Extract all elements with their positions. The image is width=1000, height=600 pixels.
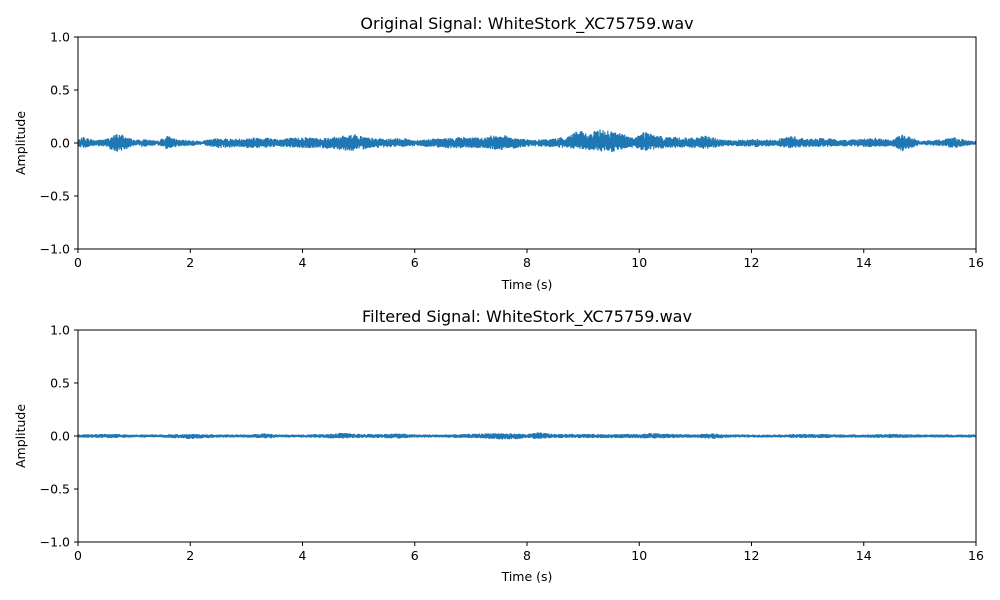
- y-tick-label: −1.0: [40, 242, 70, 257]
- y-tick-label: 0.5: [50, 376, 70, 391]
- y-tick-label: −0.5: [40, 189, 70, 204]
- y-tick-label: −1.0: [40, 535, 70, 550]
- y-tick-label: 0.0: [50, 136, 70, 151]
- x-tick-label: 4: [299, 548, 307, 563]
- y-axis: −1.0 −0.5 0.0 0.5 1.0: [40, 323, 78, 550]
- x-tick-label: 12: [744, 255, 760, 270]
- waveform-line: [77, 129, 977, 152]
- x-tick-label: 2: [186, 255, 194, 270]
- x-axis: 0 2 4 6 8 10 12 14 16: [74, 542, 984, 563]
- x-tick-label: 6: [411, 255, 419, 270]
- x-axis-label: Time (s): [501, 277, 553, 292]
- waveform-series: [77, 432, 977, 440]
- chart-title: Original Signal: WhiteStork_XC75759.wav: [360, 14, 693, 34]
- original-signal-chart: Original Signal: WhiteStork_XC75759.wav …: [13, 14, 984, 292]
- x-tick-label: 10: [631, 255, 647, 270]
- x-axis: 0 2 4 6 8 10 12 14 16: [74, 249, 984, 270]
- x-tick-label: 14: [856, 255, 872, 270]
- chart-title: Filtered Signal: WhiteStork_XC75759.wav: [362, 307, 692, 327]
- x-tick-label: 0: [74, 548, 82, 563]
- x-tick-label: 14: [856, 548, 872, 563]
- y-axis: −1.0 −0.5 0.0 0.5 1.0: [40, 30, 78, 257]
- x-axis-label: Time (s): [501, 569, 553, 584]
- y-axis-label: Amplitude: [13, 404, 28, 468]
- x-tick-label: 8: [523, 548, 531, 563]
- x-tick-label: 4: [299, 255, 307, 270]
- y-tick-label: 0.0: [50, 429, 70, 444]
- x-tick-label: 6: [411, 548, 419, 563]
- x-tick-label: 8: [523, 255, 531, 270]
- x-tick-label: 2: [186, 548, 194, 563]
- y-tick-label: −0.5: [40, 482, 70, 497]
- x-tick-label: 16: [968, 548, 984, 563]
- y-tick-label: 1.0: [50, 30, 70, 45]
- y-tick-label: 0.5: [50, 83, 70, 98]
- x-tick-label: 12: [744, 548, 760, 563]
- y-axis-label: Amplitude: [13, 111, 28, 175]
- y-tick-label: 1.0: [50, 323, 70, 338]
- filtered-signal-chart: Filtered Signal: WhiteStork_XC75759.wav …: [13, 307, 984, 584]
- waveform-series: [77, 129, 977, 152]
- waveform-line: [77, 432, 977, 440]
- x-tick-label: 10: [631, 548, 647, 563]
- x-tick-label: 16: [968, 255, 984, 270]
- x-tick-label: 0: [74, 255, 82, 270]
